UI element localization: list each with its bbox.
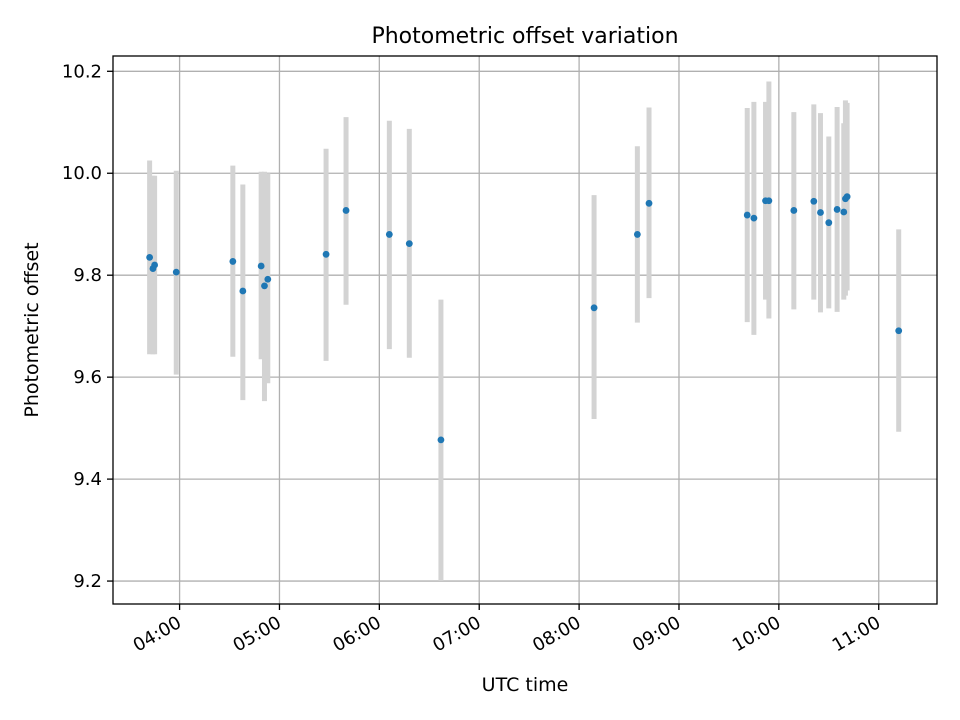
data-point — [437, 436, 445, 444]
x-tick-label: 10:00 — [729, 612, 784, 656]
data-point — [825, 219, 833, 227]
data-point — [590, 304, 598, 312]
y-tick-label: 9.4 — [73, 469, 102, 490]
y-tick-label: 9.6 — [73, 367, 102, 388]
y-axis-label: Photometric offset — [21, 242, 43, 417]
x-tick-label: 08:00 — [529, 612, 584, 656]
error-bars — [147, 81, 902, 582]
data-point — [645, 199, 653, 207]
data-point — [151, 261, 159, 269]
x-tick-label: 04:00 — [130, 612, 185, 656]
data-point — [229, 258, 237, 265]
data-point — [895, 327, 903, 335]
x-axis-label: UTC time — [482, 674, 569, 696]
data-point — [322, 250, 330, 258]
grid-lines — [113, 56, 937, 604]
data-point — [342, 207, 350, 214]
y-tick-label: 10.2 — [62, 61, 102, 82]
x-tick-label: 09:00 — [629, 612, 684, 656]
data-point — [633, 231, 641, 238]
x-axis-ticks: 04:00 05:00 06:00 07:00 08:00 09:00 10:00 11:00 — [130, 604, 884, 656]
data-point — [833, 206, 841, 213]
data-point — [765, 197, 773, 205]
data-point — [264, 275, 272, 283]
y-axis-ticks: 9.2 9.4 9.6 9.8 10.0 10.2 — [62, 61, 113, 592]
x-tick-label: 06:00 — [329, 612, 384, 656]
data-point — [743, 211, 751, 219]
data-point — [817, 209, 824, 216]
data-point — [810, 197, 818, 205]
y-tick-label: 9.2 — [73, 571, 102, 592]
data-point — [840, 208, 848, 216]
data-point — [790, 207, 798, 214]
data-point — [385, 231, 393, 238]
plot-frame — [112, 55, 938, 605]
chart-title: Photometric offset variation — [371, 24, 678, 49]
y-tick-label: 10.0 — [62, 163, 102, 184]
x-tick-label: 07:00 — [429, 612, 484, 656]
y-tick-label: 9.8 — [73, 265, 102, 286]
data-point — [172, 268, 180, 276]
data-point — [843, 193, 851, 201]
x-tick-label: 11:00 — [829, 612, 884, 656]
data-point — [750, 214, 758, 222]
data-point — [146, 253, 154, 261]
data-point — [261, 282, 268, 290]
data-point — [405, 240, 413, 247]
data-point — [257, 262, 265, 270]
data-point — [239, 287, 247, 295]
data-points — [146, 193, 903, 444]
x-tick-label: 05:00 — [230, 612, 285, 656]
